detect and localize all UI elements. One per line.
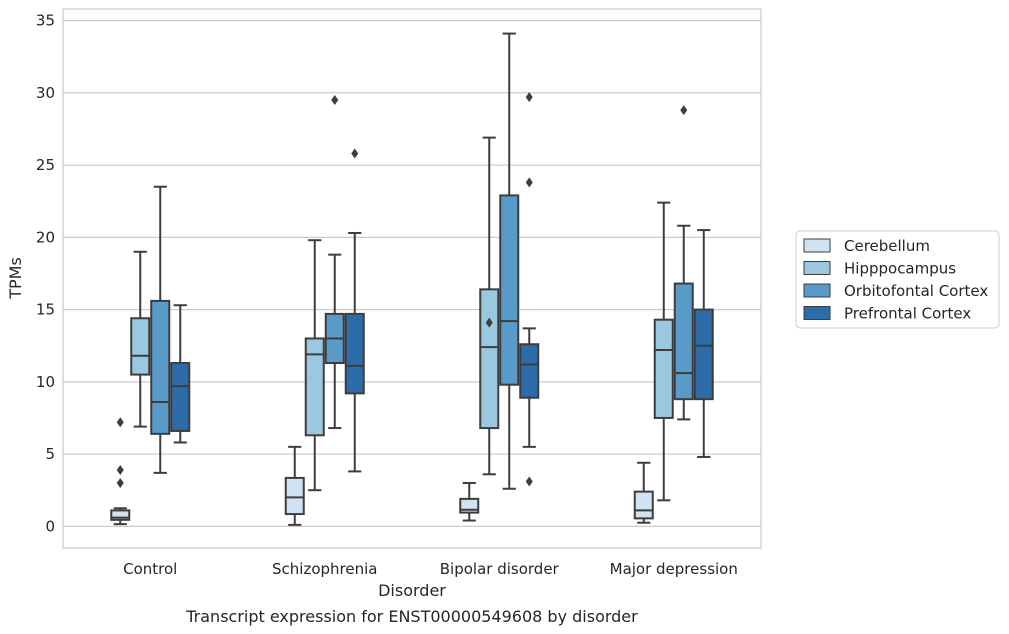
legend-swatch [803,283,831,298]
box-iqr [110,509,131,521]
box-iqr [519,343,540,399]
x-axis-label: Disorder [378,581,446,600]
box-hipppocampus-2 [479,136,500,476]
box-prefrontal-cortex-1 [344,148,365,473]
outlier-point [485,317,493,328]
outlier-point [331,95,339,106]
legend: Cerebellum Hipppocampus Orbitofontal Corte… [795,230,1000,329]
box-prefrontal-cortex-0 [170,304,191,444]
outlier-point [525,92,533,103]
outlier-point [525,177,533,188]
box-iqr [499,194,520,386]
box-iqr [479,288,500,430]
box-cerebellum-1 [284,445,305,526]
x-tick-label: Control [123,560,177,578]
legend-entry: Prefrontal Cortex [844,305,971,323]
y-tick-label: 15 [36,301,55,319]
box-hipppocampus-1 [304,239,325,492]
box-prefrontal-cortex-3 [693,229,714,458]
outlier-point [680,105,688,116]
outlier-point [525,476,533,487]
box-iqr [344,312,365,395]
y-tick-label: 35 [36,12,55,30]
box-iqr [284,476,305,516]
y-tick-label: 25 [36,156,55,174]
y-tick-labels: 0 5 10 15 20 25 30 35 [36,12,55,536]
outlier-point [116,417,124,428]
box-iqr [130,317,151,376]
box-cerebellum-2 [459,481,480,522]
y-tick-label: 10 [36,373,55,391]
box-hipppocampus-3 [653,201,674,502]
y-axis-label: TPMs [6,257,25,300]
y-tick-label: 30 [36,84,55,102]
box-cerebellum-0 [110,417,131,526]
box-iqr [633,490,654,520]
y-tick-label: 20 [36,228,55,246]
y-tick-label: 0 [45,517,55,535]
box-iqr [693,308,714,401]
outlier-point [116,464,124,475]
box-orbitofontal-cortex-3 [673,105,694,421]
box-iqr [170,362,191,432]
box-iqr [673,282,694,401]
box-iqr [150,299,171,435]
legend-swatch [803,306,831,320]
x-tick-label: Major depression [610,560,738,578]
x-tick-labels: Control Schizophrenia Bipolar disorder Majo… [123,560,738,578]
box-hipppocampus-0 [130,250,151,428]
box-cerebellum-3 [633,461,654,524]
legend-swatch [803,238,831,253]
x-tick-label: Bipolar disorder [440,560,560,578]
box-prefrontal-cortex-2 [519,92,540,487]
y-tick-label: 5 [45,445,55,463]
outlier-point [351,148,359,159]
box-iqr [653,318,674,419]
x-tick-label: Schizophrenia [272,560,377,578]
box-orbitofontal-cortex-0 [150,185,171,474]
gridlines [63,19,761,527]
box-orbitofontal-cortex-1 [324,95,345,430]
chart-caption: Transcript expression for ENST0000054960… [185,607,638,626]
plot-frame [62,8,762,549]
boxes [110,32,714,526]
legend-entry: Orbitofontal Cortex [844,282,988,300]
box-orbitofontal-cortex-2 [499,32,520,490]
legend-swatch [803,261,831,275]
legend-entry: Hipppocampus [844,260,956,278]
legend-entry: Cerebellum [844,237,930,255]
box-iqr [304,337,325,437]
legend-frame [795,230,1000,329]
outlier-point [116,477,124,488]
